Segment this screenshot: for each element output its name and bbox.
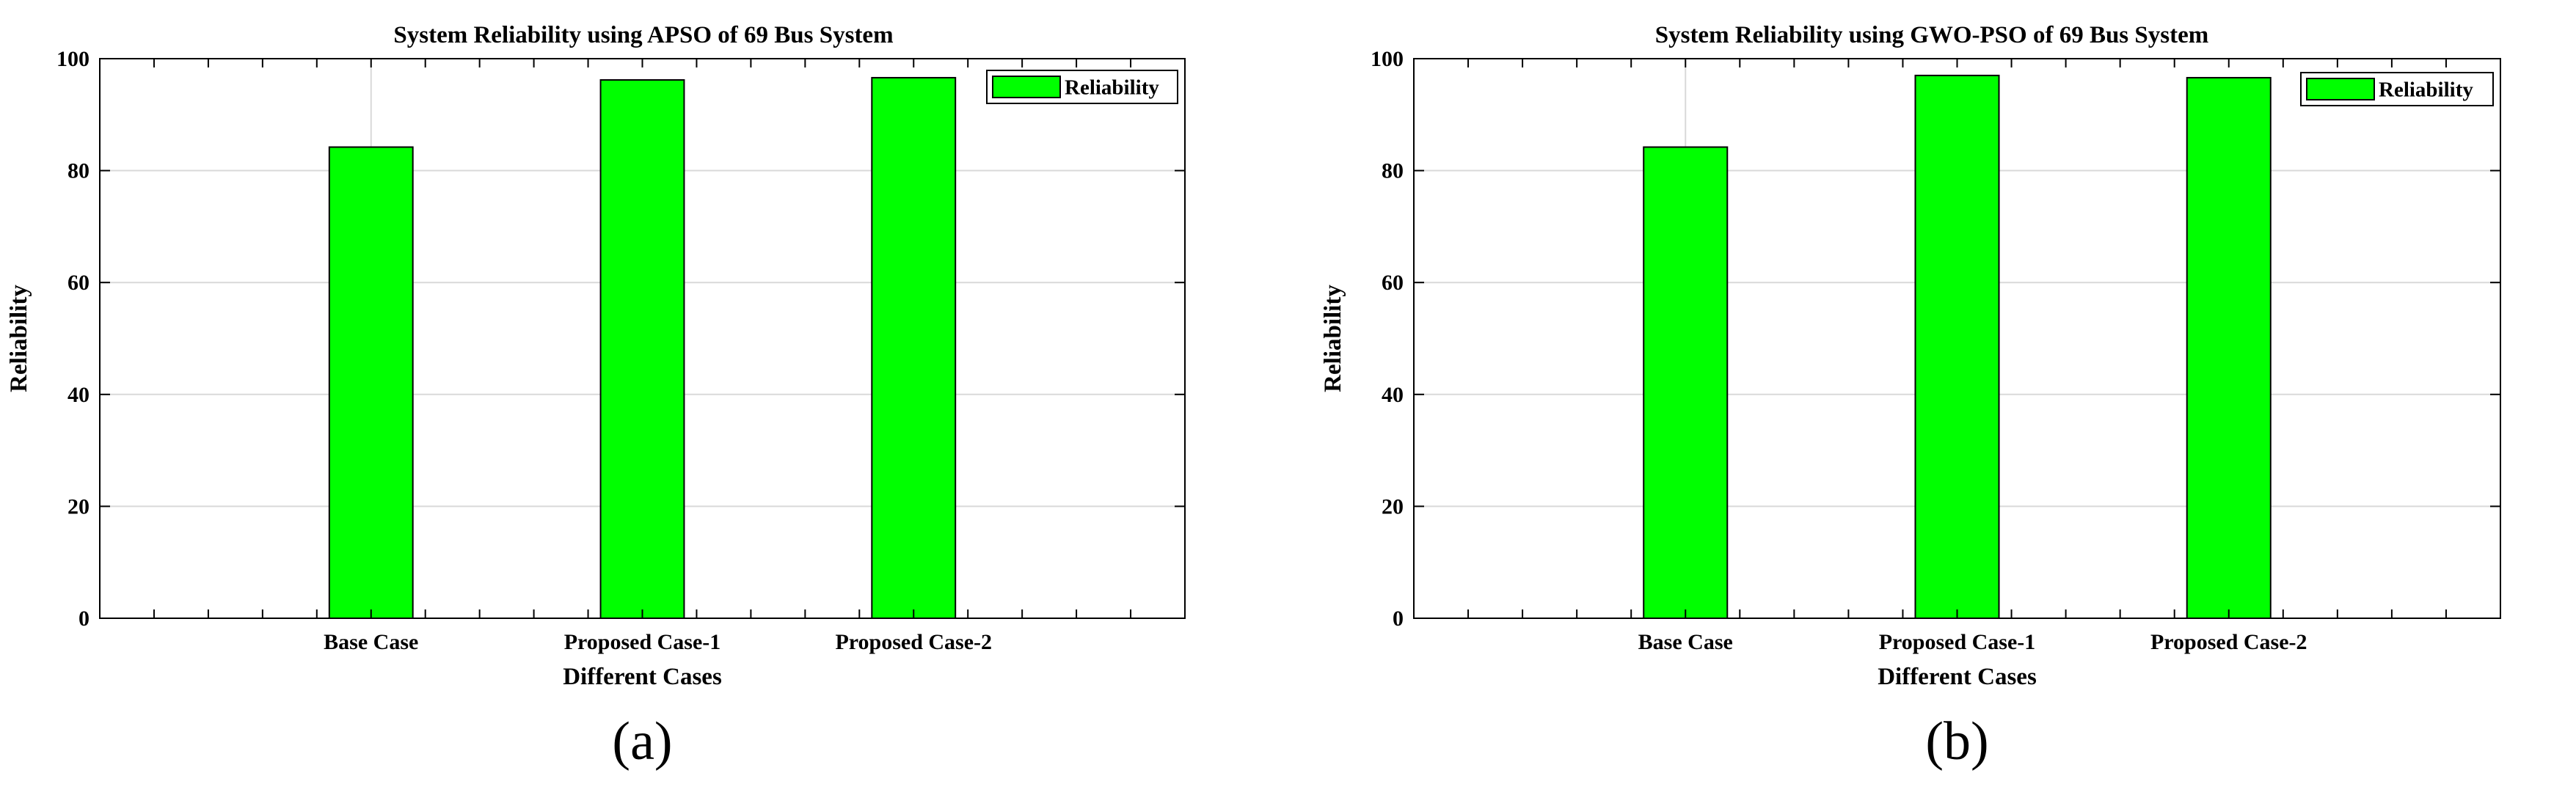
bar-base-case — [328, 146, 414, 619]
x-tick-label: Base Case — [1638, 630, 1733, 654]
bar-base-case — [1643, 146, 1729, 619]
chart-panel-a: System Reliability using APSO of 69 Bus … — [6, 22, 1186, 772]
x-tick-label: Proposed Case-1 — [564, 630, 721, 654]
y-tick-label: 20 — [1382, 494, 1404, 519]
bar-proposed-case-1 — [599, 78, 685, 619]
chart-a-svg: System Reliability using APSO of 69 Bus … — [6, 22, 1186, 772]
chart-a-ytick-labels: 0 20 40 60 80 100 — [56, 47, 90, 631]
chart-b-legend: Reliability — [2300, 72, 2494, 106]
chart-a-xtick-labels: Base Case Proposed Case-1 Proposed Case-2 — [324, 630, 992, 654]
chart-b-xlabel: Different Cases — [1878, 664, 2037, 690]
chart-b-title: System Reliability using GWO-PSO of 69 B… — [1655, 22, 2208, 48]
chart-a-title: System Reliability using APSO of 69 Bus … — [393, 22, 893, 48]
chart-b-xtick-labels: Base Case Proposed Case-1 Proposed Case-2 — [1638, 630, 2307, 654]
y-tick-label: 40 — [1382, 383, 1404, 407]
y-tick-label: 60 — [1382, 271, 1404, 295]
y-tick-label: 60 — [67, 271, 90, 295]
chart-b-bars — [1643, 74, 2272, 619]
x-tick-label: Base Case — [324, 630, 418, 654]
chart-b-svg: System Reliability using GWO-PSO of 69 B… — [1320, 22, 2501, 772]
y-tick-label: 20 — [67, 494, 90, 519]
bar-proposed-case-1 — [1914, 74, 2000, 619]
y-tick-label: 0 — [79, 607, 90, 631]
x-tick-label: Proposed Case-2 — [2150, 630, 2307, 654]
chart-a-ticks — [99, 58, 1186, 619]
chart-a-legend-swatch — [992, 76, 1061, 98]
y-tick-label: 40 — [67, 383, 90, 407]
bar-proposed-case-2 — [871, 76, 957, 619]
bar-proposed-case-2 — [2186, 76, 2272, 619]
chart-a-ylabel: Reliability — [6, 285, 32, 392]
chart-a-legend-label: Reliability — [1065, 76, 1159, 100]
chart-a-panel-label: (a) — [612, 711, 672, 772]
chart-b-legend-label: Reliability — [2379, 78, 2473, 102]
chart-a-xlabel: Different Cases — [563, 664, 722, 690]
y-tick-label: 80 — [1382, 159, 1404, 183]
chart-b-ylabel: Reliability — [1320, 285, 1346, 392]
y-tick-label: 80 — [67, 159, 90, 183]
x-tick-label: Proposed Case-1 — [1879, 630, 2036, 654]
chart-b-ticks — [1413, 58, 2501, 619]
chart-b-ytick-labels: 0 20 40 60 80 100 — [1371, 47, 1404, 631]
x-tick-label: Proposed Case-2 — [835, 630, 992, 654]
chart-b-legend-swatch — [2306, 78, 2375, 100]
y-tick-label: 100 — [1371, 47, 1404, 71]
chart-panel-b: System Reliability using GWO-PSO of 69 B… — [1288, 0, 2576, 795]
y-tick-label: 0 — [1393, 607, 1404, 631]
chart-a-bars — [328, 76, 957, 619]
chart-b-panel-label: (b) — [1925, 711, 1988, 772]
y-tick-label: 100 — [56, 47, 90, 71]
chart-a-legend: Reliability — [986, 70, 1178, 104]
